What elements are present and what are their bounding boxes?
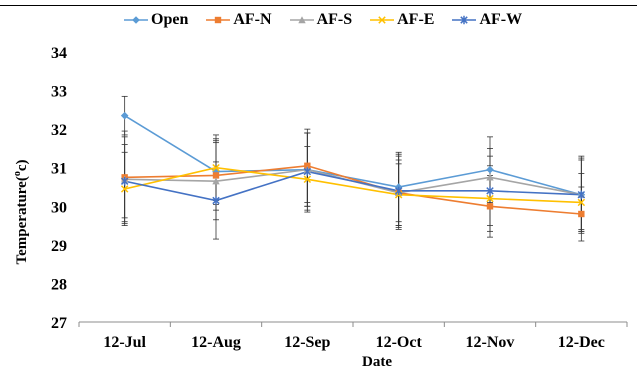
legend-label-af-s: AF-S [316,11,353,28]
data-point-af-w [577,190,586,199]
data-point-af-n [212,172,220,179]
legend-swatch-marker [297,16,306,24]
y-tick-label: 30 [51,199,67,216]
y-tick-label: 33 [51,84,67,101]
x-tick-label: 12-Jul [103,334,146,351]
legend-swatch-graphic [370,16,395,24]
data-point-af-e [577,198,586,207]
y-axis-title-main: Temperature( [14,176,30,264]
data-point-af-s [486,173,494,181]
data-point-af-e [486,194,494,203]
legend-item-af-n: AF-N [206,11,272,29]
legend-label-af-n: AF-N [233,11,272,28]
data-point-open [486,165,494,174]
data-point-af-n [304,162,311,169]
series-line-af-w [124,170,582,202]
legend-swatch-af-s [289,14,314,26]
y-axis-title-sup: o [12,171,23,176]
legend-swatch-af-w [452,14,477,26]
legend-item-af-w: AF-W [452,11,522,29]
y-axis-title-unit: c) [14,160,30,172]
y-tick-label: 27 [51,315,67,332]
data-point-af-w [212,196,220,205]
y-tick-label: 29 [51,238,67,255]
data-point-af-s [212,177,220,185]
legend-swatch-marker [215,16,222,24]
x-tick-label: 12-Dec [558,334,605,351]
legend-swatch-af-n [206,14,231,26]
data-point-af-n [578,210,585,218]
y-tick-label: 28 [51,276,67,293]
x-tick-label: 12-Oct [376,334,423,351]
legend-label-af-e: AF-E [397,11,435,28]
data-point-af-e [120,185,129,193]
data-point-af-n [486,203,494,210]
x-axis-title: Date [362,354,392,368]
error-bars [121,95,585,242]
y-tick-label: 34 [51,45,67,62]
y-tick-label: 31 [51,161,67,178]
top-border-line [0,5,637,6]
legend-swatch-graphic [124,16,148,24]
y-tick-label: 32 [51,122,67,139]
legend-swatch-graphic [289,16,314,24]
data-point-af-w [486,186,494,196]
chart-legend: Open AF-N AF-S AF-E AF-W [124,10,522,30]
legend-label-open: Open [151,11,189,28]
legend-label-af-w: AF-W [479,11,523,28]
legend-swatch-marker [460,15,469,25]
legend-item-open: Open [124,11,188,29]
chart-axes: 27 28 29 30 31 32 33 34 12-Jul 12-Aug 12-Sep 12-Oct… [51,45,628,351]
series-line-af-e [124,166,582,204]
series-lines [124,114,582,215]
x-tick-label: 12-Aug [191,334,241,351]
legend-swatch-af-e [370,14,395,26]
data-point-open [120,111,129,120]
data-point-af-e [303,175,312,184]
data-point-af-w [120,177,129,186]
data-point-af-e [212,163,220,172]
legend-swatch-graphic [452,15,477,25]
legend-swatch-graphic [206,16,231,24]
series-line-af-n [124,164,582,215]
legend-item-af-s: AF-S [289,11,353,29]
legend-item-af-e: AF-E [370,11,434,29]
x-tick-label: 12-Nov [466,334,515,351]
legend-swatch-open [124,14,148,26]
y-axis-title: Temperature(oc) [12,160,30,265]
legend-swatch-marker [378,16,386,24]
series-line-open [124,114,582,196]
legend-swatch-marker [132,16,140,24]
series-markers [120,111,586,218]
x-tick-label: 12-Sep [284,334,330,351]
data-point-af-w [394,186,403,196]
data-point-af-w [303,167,312,176]
